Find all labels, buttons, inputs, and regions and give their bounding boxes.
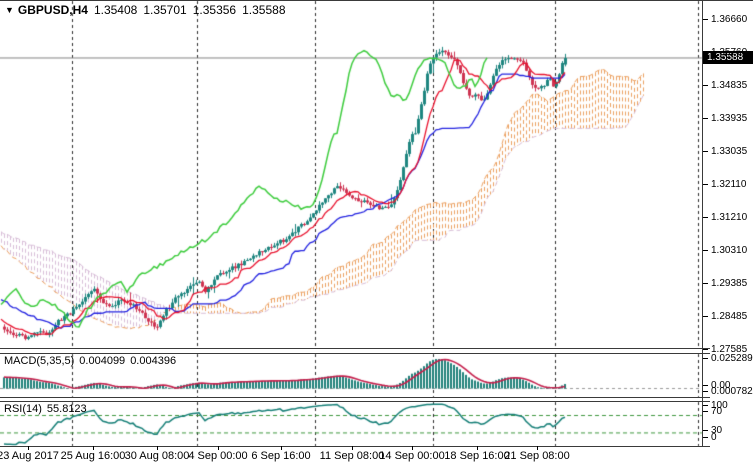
time-axis-tick (93, 446, 94, 450)
macd-panel-label: MACD(5,35,5) 0.004099 0.004396 (4, 355, 181, 367)
time-axis-tick (281, 446, 282, 450)
price-axis-tick (703, 316, 708, 317)
price-axis-label: 1.27585 (711, 344, 748, 355)
macd-axis-tick (703, 391, 708, 392)
price-axis-tick (703, 283, 708, 284)
time-axis-tick (157, 446, 158, 450)
price-axis-tick (703, 19, 708, 20)
price-axis-label: 1.32110 (711, 179, 747, 190)
rsi-axis-label: 100 (711, 400, 728, 411)
macd-indicator-name: MACD(5,35,5) (4, 355, 75, 367)
rsi-panel-bottom-border (0, 446, 710, 447)
price-axis-tick (703, 250, 708, 251)
time-axis-label: 25 Aug 16:00 (60, 450, 126, 462)
time-axis-label: 30 Aug 08:00 (124, 450, 190, 462)
macd-signal-value: 0.004396 (130, 355, 177, 367)
rsi-panel-top-border (0, 401, 710, 402)
symbol-dropdown-icon[interactable]: ▼ (5, 5, 14, 15)
chart-title: ▼ GBPUSD,H4 1.35408 1.35701 1.35356 1.35588 (5, 3, 286, 17)
ohlc-high: 1.35701 (143, 3, 187, 17)
price-axis-label: 1.28485 (711, 311, 748, 322)
time-axis-label: 4 Sep 00:00 (188, 450, 248, 462)
rsi-value: 55.8123 (46, 403, 87, 415)
ohlc-low: 1.35356 (192, 3, 237, 17)
price-axis-tick (703, 118, 708, 119)
rsi-axis-tick (703, 437, 708, 438)
price-axis-label: 1.33935 (711, 113, 748, 124)
time-axis-label: 6 Sep 16:00 (251, 450, 311, 462)
ohlc-open: 1.35408 (93, 3, 138, 17)
rsi-indicator-name: RSI(14) (4, 403, 42, 415)
macd-axis-label: 0.025289 (711, 353, 753, 364)
price-axis-tick (703, 85, 708, 86)
price-axis-label: 1.30310 (711, 245, 748, 256)
price-axis-label: 1.33035 (711, 146, 748, 157)
symbol-label: GBPUSD,H4 (17, 3, 88, 17)
rsi-axis-label: 30 (711, 425, 723, 436)
ohlc-close: 1.35588 (242, 3, 286, 17)
price-axis-label: 1.35760 (711, 47, 748, 58)
time-axis-tick (537, 446, 538, 450)
price-axis-label: 1.34835 (711, 80, 748, 91)
macd-panel-bottom-border (0, 397, 710, 398)
time-axis-tick (352, 446, 353, 450)
rsi-axis-label: 0 (711, 432, 717, 443)
rsi-axis-tick (703, 430, 708, 431)
time-axis-label: 21 Sep 08:00 (504, 450, 570, 462)
price-axis-tick (703, 349, 708, 350)
time-axis-label: 18 Sep 16:00 (444, 450, 510, 462)
macd-axis-label: 0.00 (711, 380, 731, 391)
macd-axis-tick (703, 358, 708, 359)
time-axis-tick (28, 446, 29, 450)
time-axis-label: 11 Sep 08:00 (319, 450, 385, 462)
price-axis-tick (703, 184, 708, 185)
time-axis-tick (477, 446, 478, 450)
time-axis-tick (412, 446, 413, 450)
rsi-panel-label: RSI(14) 55.8123 (4, 403, 92, 415)
main-panel-bottom-border (0, 348, 710, 349)
rsi-axis-label: 70 (711, 406, 723, 417)
current-price-box: 1.35588 (703, 51, 753, 64)
chart-top-border (0, 0, 753, 1)
price-axis-label: 1.31210 (711, 212, 748, 223)
price-axis-separator (702, 0, 703, 446)
current-price-value: 1.35588 (707, 52, 744, 63)
price-axis-label: 1.29385 (711, 278, 748, 289)
price-axis-label: 1.36660 (711, 14, 748, 25)
macd-panel-top-border (0, 353, 710, 354)
price-axis-tick (703, 151, 708, 152)
rsi-axis-tick (703, 405, 708, 406)
price-axis-tick (703, 217, 708, 218)
time-axis-tick (218, 446, 219, 450)
macd-axis-tick (703, 385, 708, 386)
time-axis-label: 23 Aug 2017 (0, 450, 59, 462)
time-axis-label: 14 Sep 00:00 (379, 450, 445, 462)
macd-main-value: 0.004099 (79, 355, 126, 367)
price-axis-tick (703, 52, 708, 53)
rsi-axis-tick (703, 411, 708, 412)
